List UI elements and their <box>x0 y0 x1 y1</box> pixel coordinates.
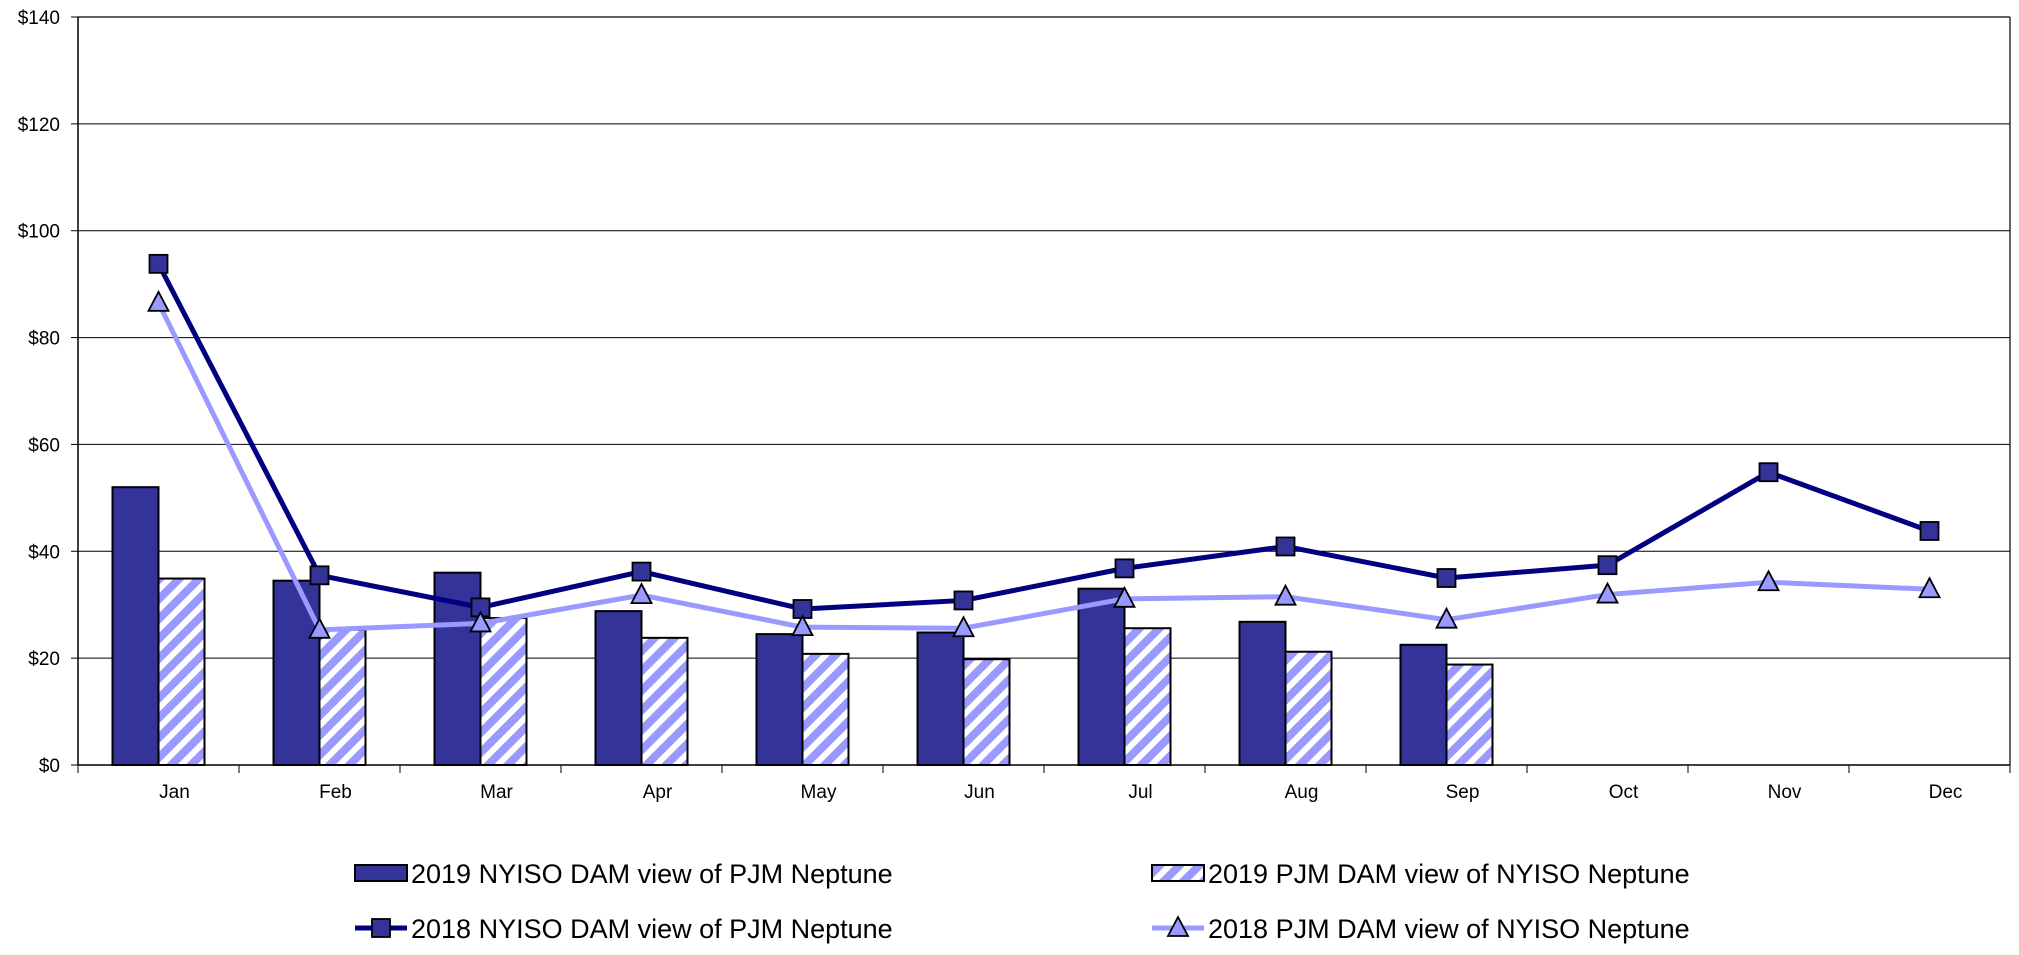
bar <box>111 486 160 766</box>
data-point-triangle <box>1757 569 1780 592</box>
x-tick-label: Oct <box>1609 782 1639 803</box>
bar <box>801 652 850 767</box>
bar <box>916 631 965 766</box>
legend-swatch <box>354 864 408 882</box>
legend-label: 2019 PJM DAM view of NYISO Neptune <box>1208 859 1690 889</box>
data-point-triangle <box>952 615 975 638</box>
x-tick-label: Jul <box>1128 782 1152 803</box>
x-axis: Jan Feb Mar Apr May Jun Jul Aug Sep Oct Nov Dec <box>77 764 2011 803</box>
data-point-triangle <box>308 616 331 639</box>
legend-item: 2018 NYISO DAM view of PJM Neptune <box>355 914 893 944</box>
data-point-square <box>1275 536 1296 557</box>
data-point-triangle <box>1274 583 1297 606</box>
x-tick-label: Nov <box>1768 782 1802 803</box>
bar-series <box>111 486 1494 767</box>
data-point-square <box>309 565 330 586</box>
data-point-triangle <box>630 582 653 604</box>
legend-item: 2019 NYISO DAM view of PJM Neptune <box>354 859 893 889</box>
data-point-square <box>953 590 974 611</box>
legend-item: 2019 PJM DAM view of NYISO Neptune <box>1151 859 1690 889</box>
y-tick-label: $100 <box>18 222 60 243</box>
plot-frame <box>78 16 2011 765</box>
legend-label: 2019 NYISO DAM view of PJM Neptune <box>411 859 893 889</box>
bar <box>272 579 321 767</box>
bar <box>962 658 1011 766</box>
bar <box>1284 650 1333 767</box>
legend-label: 2018 PJM DAM view of NYISO Neptune <box>1208 914 1690 944</box>
y-tick-label: $120 <box>18 115 60 136</box>
data-point-triangle <box>791 614 814 637</box>
data-point-triangle <box>1596 581 1619 604</box>
data-point-square <box>148 253 169 274</box>
legend-marker-triangle <box>1166 915 1190 937</box>
data-point-square <box>1758 462 1779 483</box>
data-point-triangle <box>1435 606 1458 629</box>
line-series <box>147 253 1941 639</box>
legend: 2019 NYISO DAM view of PJM Neptune 2019 P… <box>354 859 1690 944</box>
legend-marker-square <box>371 918 391 938</box>
x-tick-label: Mar <box>480 782 513 803</box>
data-point-triangle <box>469 610 492 633</box>
y-tick-label: $20 <box>28 649 60 670</box>
x-tick-label: Apr <box>643 782 673 803</box>
bar <box>1399 643 1448 766</box>
y-tick-label: $0 <box>39 756 60 777</box>
data-point-square <box>1114 558 1135 579</box>
legend-label: 2018 NYISO DAM view of PJM Neptune <box>411 914 893 944</box>
y-tick-label: $80 <box>28 329 60 350</box>
bar <box>594 610 643 767</box>
bar <box>755 633 804 766</box>
bar <box>1445 663 1494 766</box>
legend-item: 2018 PJM DAM view of NYISO Neptune <box>1152 914 1690 944</box>
series-line <box>156 301 1930 633</box>
bar <box>1123 627 1172 766</box>
data-point-triangle <box>1113 585 1136 608</box>
bar <box>157 577 206 767</box>
data-point-triangle <box>1918 576 1941 599</box>
legend-swatch <box>1151 864 1205 882</box>
x-tick-label: Aug <box>1285 782 1319 803</box>
data-point-square <box>631 561 652 582</box>
x-tick-label: May <box>801 782 837 803</box>
data-point-triangle <box>147 289 170 312</box>
x-tick-label: Feb <box>319 782 352 803</box>
data-point-square <box>1597 555 1618 576</box>
y-tick-label: $140 <box>18 8 60 29</box>
series-line <box>156 262 1931 612</box>
x-tick-label: Jun <box>964 782 995 803</box>
y-tick-label: $60 <box>28 435 60 456</box>
data-point-square <box>1919 521 1940 541</box>
x-tick-label: Jan <box>159 782 190 803</box>
y-axis: $0 $20 $40 $60 $80 $100 $120 $140 <box>18 8 79 777</box>
bar <box>640 636 689 767</box>
bar <box>1077 587 1126 767</box>
gridlines <box>78 16 2010 659</box>
y-tick-label: $40 <box>28 542 60 563</box>
bar <box>318 628 367 767</box>
bar <box>1238 620 1287 766</box>
bar <box>479 617 528 766</box>
x-tick-label: Sep <box>1446 782 1480 803</box>
x-tick-label: Dec <box>1929 782 1963 803</box>
data-point-square <box>1436 568 1457 588</box>
